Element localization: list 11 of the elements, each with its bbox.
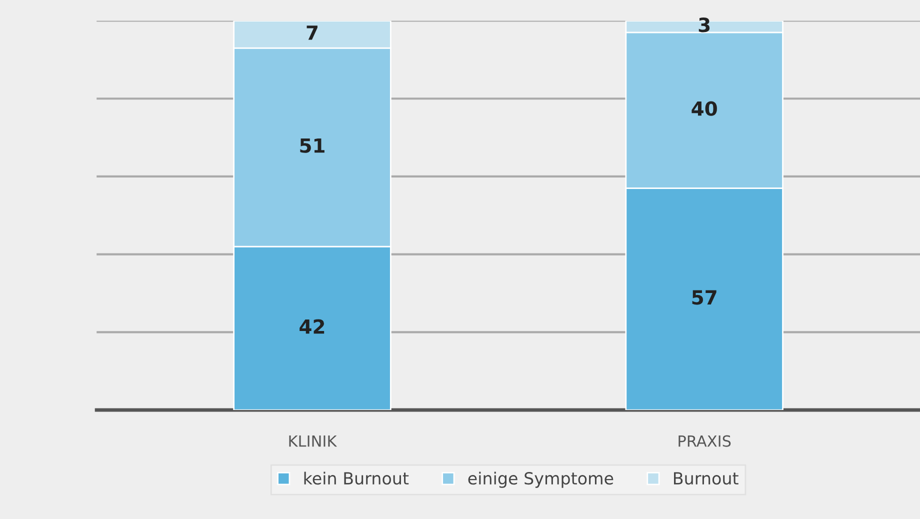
legend-label: Burnout (674, 472, 738, 485)
x-tick-label: PRAXIS (678, 435, 731, 447)
data-label: 57 (692, 290, 716, 305)
data-label: 40 (692, 101, 717, 116)
x-tick-label: KLINIK (289, 435, 338, 447)
data-label: 51 (300, 138, 324, 153)
legend-label: einige Symptome (468, 472, 614, 488)
data-label: 3 (698, 18, 710, 32)
data-label: 42 (300, 319, 324, 334)
data-label: 7 (306, 26, 318, 40)
legend-label: kein Burnout (304, 472, 409, 485)
